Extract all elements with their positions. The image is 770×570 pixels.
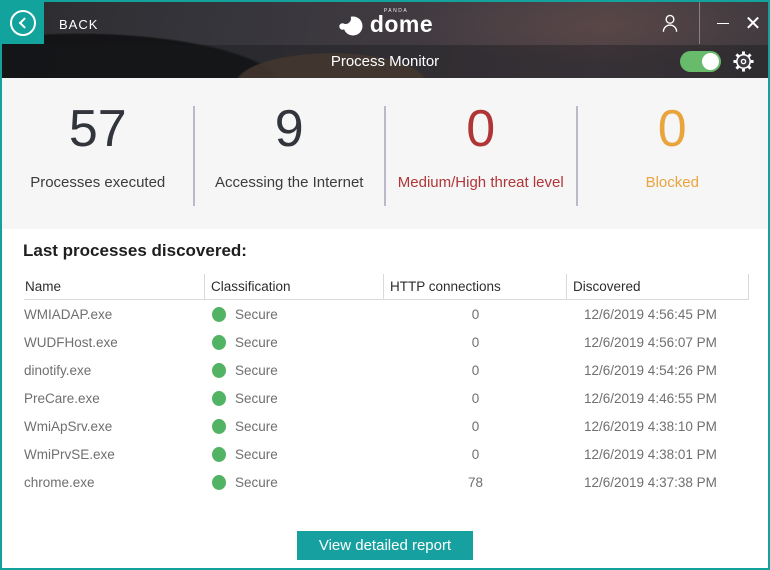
table-row: WUDFHost.exe Secure 0 12/6/2019 4:56:07 … [24, 328, 749, 356]
discovered-timestamp: 12/6/2019 4:38:01 PM [584, 446, 717, 462]
secure-status-icon [212, 362, 226, 378]
brand-small-label: PANDA [383, 8, 409, 14]
discovered-timestamp: 12/6/2019 4:38:10 PM [584, 418, 717, 434]
secure-status-icon [212, 306, 226, 322]
close-icon: ✕ [744, 12, 762, 35]
user-account-button[interactable] [653, 6, 687, 40]
classification-cell: Secure [205, 474, 384, 490]
process-name: WUDFHost.exe [24, 334, 118, 350]
discovered-timestamp: 12/6/2019 4:37:38 PM [584, 474, 717, 490]
column-header-classification[interactable]: Classification [205, 273, 384, 300]
panda-logo-icon [339, 13, 363, 36]
http-connections-value: 0 [471, 306, 480, 322]
stat-accessing-internet: 9 Accessing the Internet [194, 78, 386, 229]
stat-value: 9 [274, 100, 304, 158]
minimize-button[interactable] [708, 6, 738, 40]
titlebar-divider [699, 2, 700, 44]
process-name: PreCare.exe [24, 390, 100, 406]
column-header-http-connections[interactable]: HTTP connections [384, 273, 567, 300]
brand-logo: PANDA dome [2, 8, 768, 42]
http-connections-value: 0 [471, 418, 480, 434]
http-connections-value: 0 [471, 446, 480, 462]
stat-processes-executed: 57 Processes executed [2, 78, 194, 229]
stat-label: Accessing the Internet [215, 174, 364, 191]
page-title: Process Monitor [330, 53, 440, 70]
section-heading: Last processes discovered: [23, 241, 247, 260]
monitor-toggle[interactable] [680, 51, 721, 72]
process-name: WmiPrvSE.exe [24, 446, 115, 462]
secure-status-icon [212, 474, 226, 490]
process-name: WmiApSrv.exe [24, 418, 113, 434]
stat-value: 0 [466, 100, 496, 158]
table-row: chrome.exe Secure 78 12/6/2019 4:37:38 P… [24, 468, 749, 496]
user-icon [662, 14, 678, 32]
classification-cell: Secure [205, 446, 384, 462]
table-row: dinotify.exe Secure 0 12/6/2019 4:54:26 … [24, 356, 749, 384]
minimize-icon [717, 22, 729, 24]
classification-cell: Secure [205, 390, 384, 406]
settings-gear-icon[interactable] [732, 50, 755, 73]
toggle-knob [702, 53, 719, 70]
secure-status-icon [212, 446, 226, 462]
stat-value: 57 [68, 100, 127, 158]
table-header-row: Name Classification HTTP connections Dis… [24, 273, 749, 300]
process-monitor-bar: Process Monitor [2, 45, 768, 78]
secure-status-icon [212, 418, 226, 434]
processes-table: Name Classification HTTP connections Dis… [24, 273, 749, 496]
secure-status-icon [212, 390, 226, 406]
table-row: WMIADAP.exe Secure 0 12/6/2019 4:56:45 P… [24, 300, 749, 328]
process-name: WMIADAP.exe [24, 306, 113, 322]
view-detailed-report-button[interactable]: View detailed report [297, 531, 473, 560]
column-header-discovered[interactable]: Discovered [567, 273, 749, 300]
stat-label: Processes executed [30, 174, 166, 191]
discovered-timestamp: 12/6/2019 4:56:45 PM [584, 306, 717, 322]
stat-value: 0 [657, 100, 687, 158]
table-row: WmiPrvSE.exe Secure 0 12/6/2019 4:38:01 … [24, 440, 749, 468]
http-connections-value: 78 [467, 474, 484, 490]
stat-blocked: 0 Blocked [577, 78, 769, 229]
process-name: dinotify.exe [24, 362, 92, 378]
classification-cell: Secure [205, 306, 384, 322]
back-icon [10, 10, 36, 36]
column-header-name[interactable]: Name [24, 273, 205, 300]
classification-label: Secure [235, 306, 278, 322]
stat-label: Blocked [645, 174, 699, 191]
classification-label: Secure [235, 418, 278, 434]
classification-label: Secure [235, 474, 278, 490]
title-bar: BACK PANDA dome ✕ [2, 2, 768, 78]
processes-section: Last processes discovered: Name Classifi… [2, 229, 768, 568]
stats-strip: 57 Processes executed 9 Accessing the In… [2, 78, 768, 229]
stat-threat-level: 0 Medium/High threat level [385, 78, 577, 229]
classification-label: Secure [235, 390, 278, 406]
http-connections-value: 0 [471, 390, 480, 406]
classification-cell: Secure [205, 362, 384, 378]
secure-status-icon [212, 334, 226, 350]
process-name: chrome.exe [24, 474, 95, 490]
classification-cell: Secure [205, 334, 384, 350]
back-button[interactable] [2, 2, 44, 44]
discovered-timestamp: 12/6/2019 4:46:55 PM [584, 390, 717, 406]
classification-cell: Secure [205, 418, 384, 434]
classification-label: Secure [235, 362, 278, 378]
back-label[interactable]: BACK [59, 17, 99, 32]
discovered-timestamp: 12/6/2019 4:54:26 PM [584, 362, 717, 378]
http-connections-value: 0 [471, 362, 480, 378]
discovered-timestamp: 12/6/2019 4:56:07 PM [584, 334, 717, 350]
titlebar-controls: ✕ [653, 2, 768, 44]
table-row: WmiApSrv.exe Secure 0 12/6/2019 4:38:10 … [24, 412, 749, 440]
close-button[interactable]: ✕ [738, 6, 768, 40]
stat-label: Medium/High threat level [397, 174, 564, 191]
brand-name-label: dome [369, 11, 434, 37]
http-connections-value: 0 [471, 334, 480, 350]
table-row: PreCare.exe Secure 0 12/6/2019 4:46:55 P… [24, 384, 749, 412]
classification-label: Secure [235, 334, 278, 350]
classification-label: Secure [235, 446, 278, 462]
